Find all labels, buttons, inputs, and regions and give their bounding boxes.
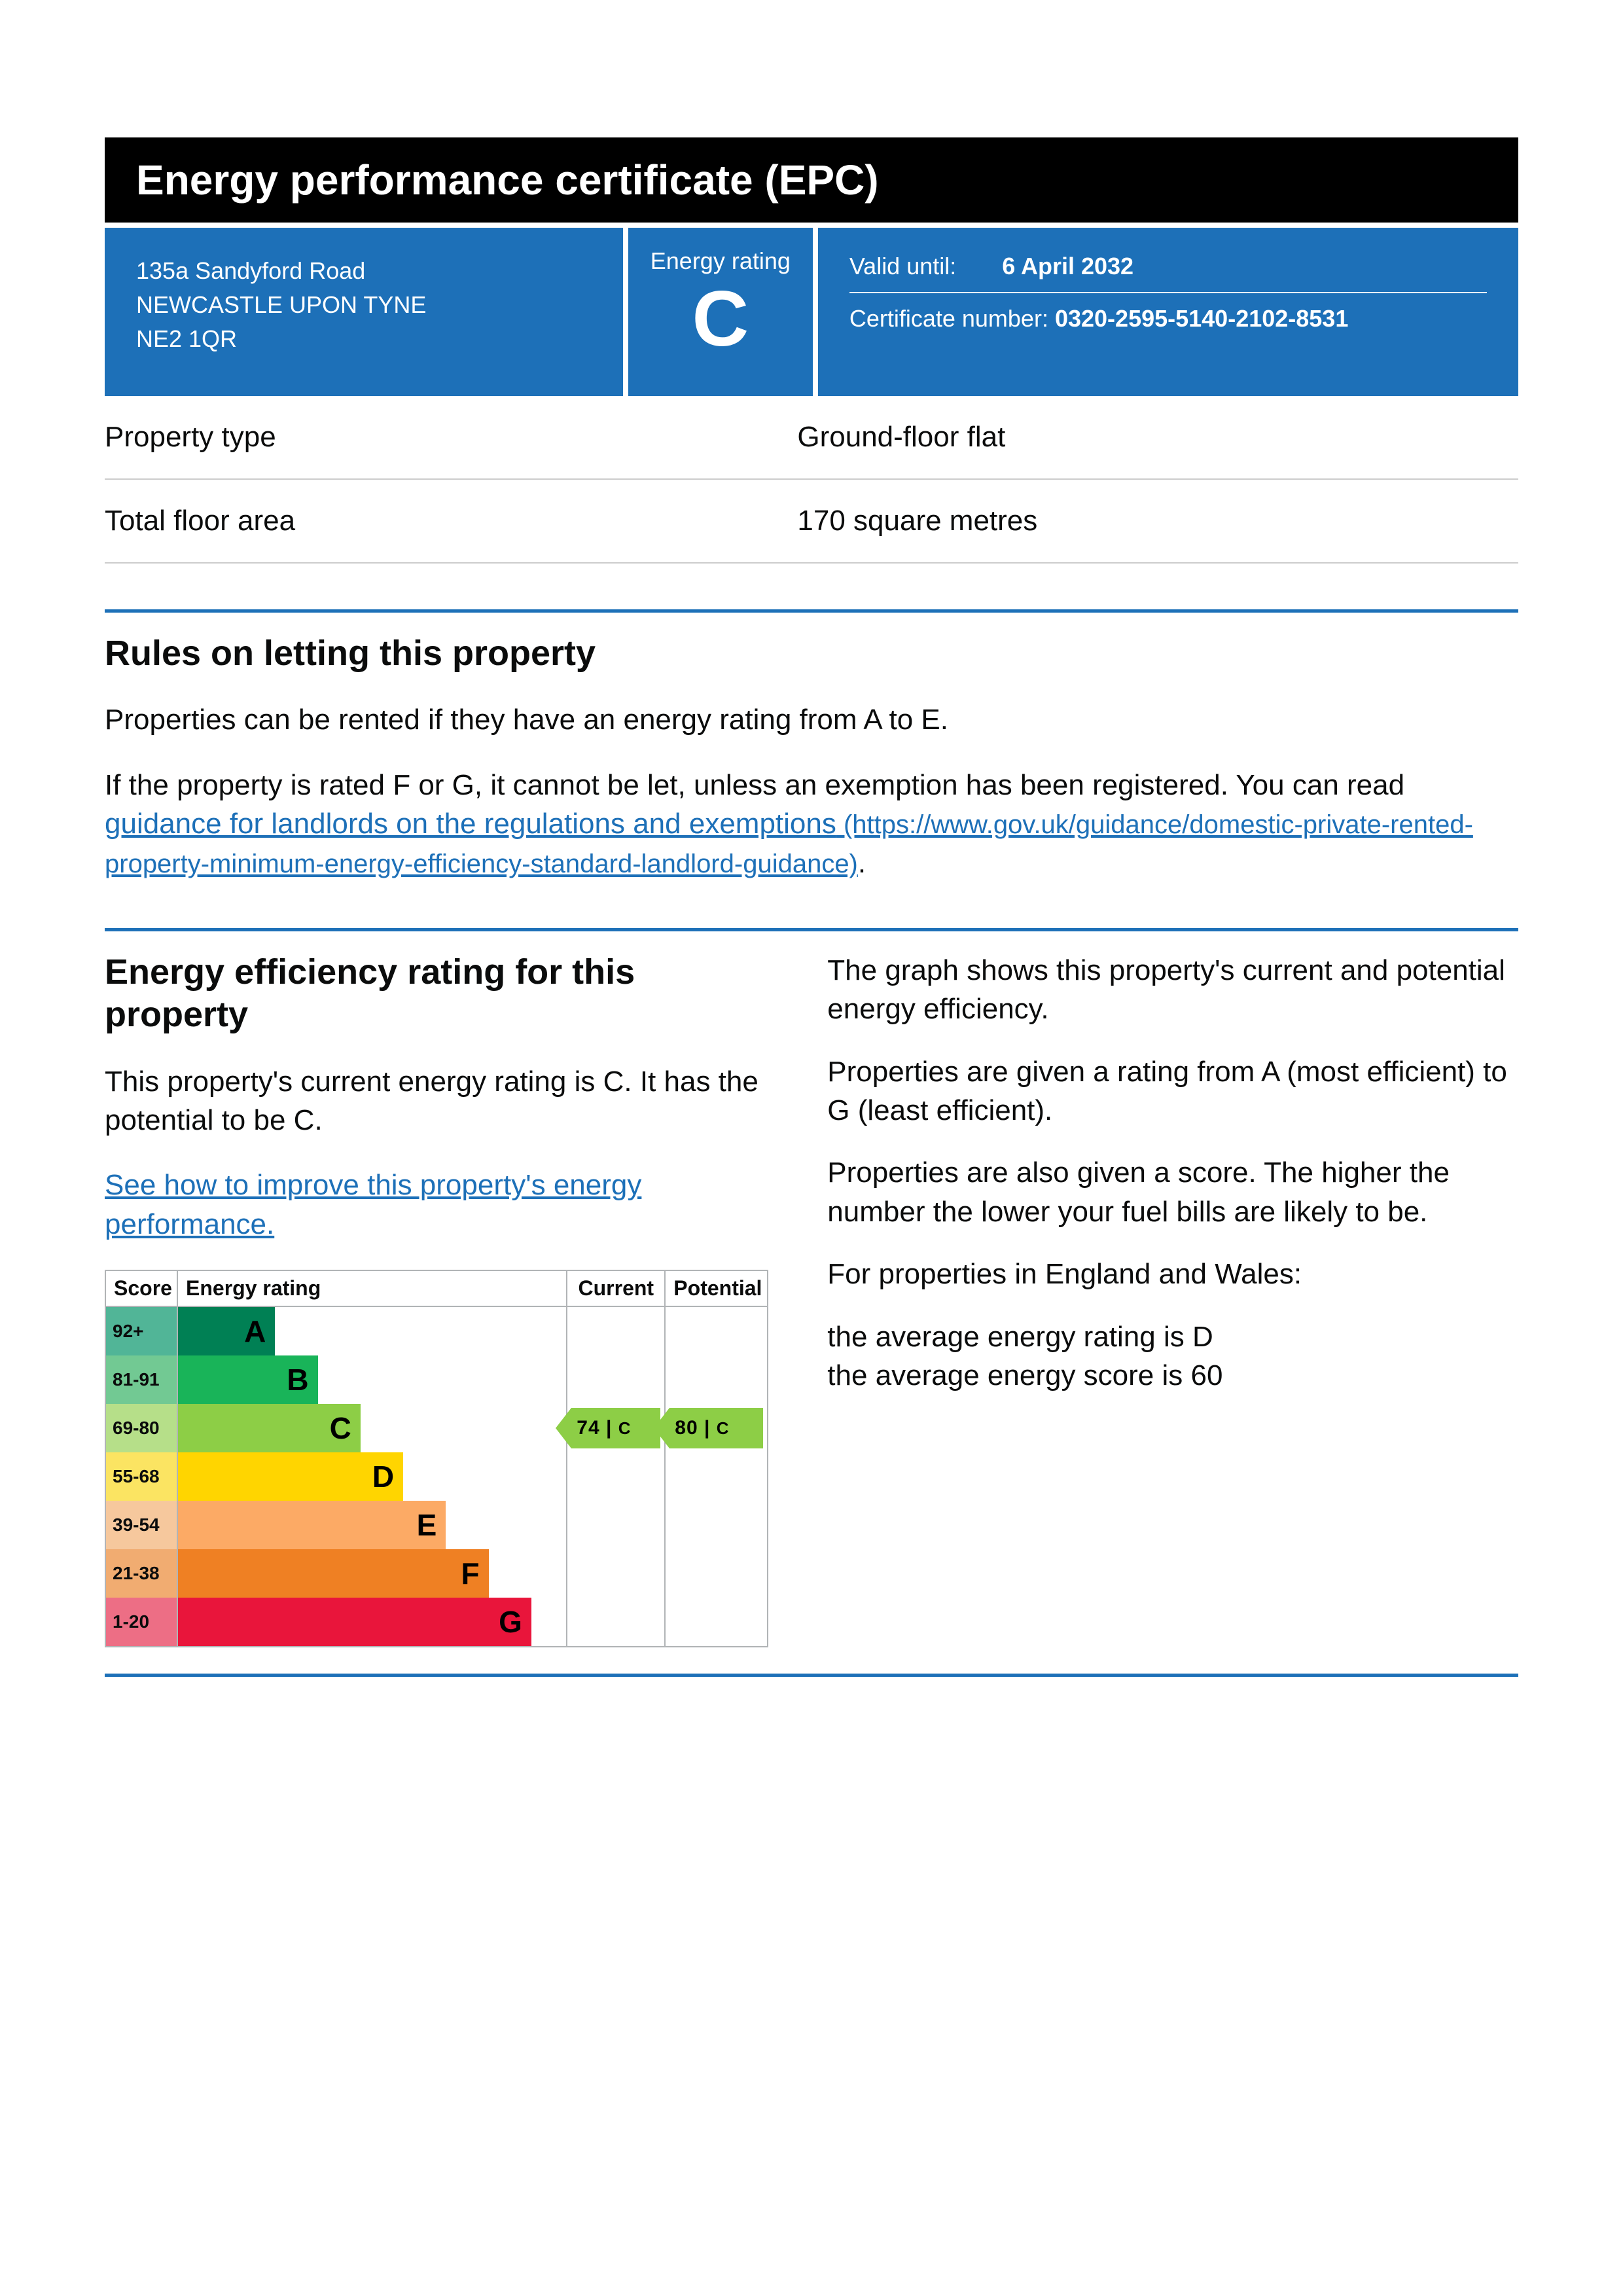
rating-bar-cell: A bbox=[178, 1307, 567, 1355]
score-label: 1-20 bbox=[106, 1598, 178, 1646]
letting-para2-pre: If the property is rated F or G, it cann… bbox=[105, 769, 1404, 801]
potential-cell bbox=[666, 1549, 767, 1598]
score-label: 39-54 bbox=[106, 1501, 178, 1549]
rating-bar-e: E bbox=[178, 1501, 446, 1549]
potential-pointer: 80 | C bbox=[669, 1408, 763, 1448]
certificate-meta: Valid until: 6 April 2032 Certificate nu… bbox=[818, 228, 1518, 396]
valid-until-label: Valid until: bbox=[849, 253, 956, 280]
rating-bar-cell: D bbox=[178, 1452, 567, 1501]
chart-header: Score Energy rating Current Potential bbox=[106, 1271, 767, 1307]
energy-rating-badge: Energy rating C bbox=[628, 228, 818, 396]
section-divider bbox=[105, 609, 1518, 613]
page-title: Energy performance certificate (EPC) bbox=[105, 137, 1518, 223]
section-divider bbox=[105, 1674, 1518, 1677]
rating-bar-cell: F bbox=[178, 1549, 567, 1598]
potential-cell bbox=[666, 1501, 767, 1549]
address-line2: NEWCASTLE UPON TYNE bbox=[136, 288, 592, 322]
chart-head-potential: Potential bbox=[666, 1271, 767, 1306]
current-cell bbox=[567, 1501, 666, 1549]
chart-row-c: 69-80C 74 | C80 | C bbox=[106, 1404, 767, 1452]
current-cell bbox=[567, 1355, 666, 1404]
property-type-row: Property type Ground-floor flat bbox=[105, 396, 1518, 480]
efficiency-side-p5: the average energy rating is D the avera… bbox=[827, 1318, 1518, 1395]
rating-bar-cell: C bbox=[178, 1404, 567, 1452]
chart-head-rating: Energy rating bbox=[178, 1271, 567, 1306]
current-cell bbox=[567, 1549, 666, 1598]
chart-row-e: 39-54E bbox=[106, 1501, 767, 1549]
energy-rating-value: C bbox=[628, 278, 813, 360]
floor-area-value: 170 square metres bbox=[797, 505, 1518, 537]
property-type-label: Property type bbox=[105, 421, 797, 454]
efficiency-side-p4: For properties in England and Wales: bbox=[827, 1255, 1518, 1293]
header-summary: 135a Sandyford Road NEWCASTLE UPON TYNE … bbox=[105, 228, 1518, 396]
potential-cell bbox=[666, 1452, 767, 1501]
potential-cell bbox=[666, 1307, 767, 1355]
chart-row-g: 1-20G bbox=[106, 1598, 767, 1646]
address-line1: 135a Sandyford Road bbox=[136, 254, 592, 288]
rating-bar-f: F bbox=[178, 1549, 489, 1598]
floor-area-row: Total floor area 170 square metres bbox=[105, 480, 1518, 564]
letting-para2-post: . bbox=[858, 847, 866, 879]
chart-row-b: 81-91B bbox=[106, 1355, 767, 1404]
rating-bar-b: B bbox=[178, 1355, 318, 1404]
efficiency-side-p1: The graph shows this property's current … bbox=[827, 951, 1518, 1029]
cert-number-label: Certificate number: bbox=[849, 305, 1048, 332]
potential-cell: 80 | C bbox=[666, 1404, 767, 1452]
potential-cell bbox=[666, 1598, 767, 1646]
property-type-value: Ground-floor flat bbox=[797, 421, 1518, 454]
efficiency-side-p2: Properties are given a rating from A (mo… bbox=[827, 1052, 1518, 1130]
chart-body: 92+A81-91B69-80C74 | C80 | C55-68D39-54E… bbox=[106, 1307, 767, 1646]
letting-heading: Rules on letting this property bbox=[105, 632, 1518, 675]
chart-row-f: 21-38F bbox=[106, 1549, 767, 1598]
current-cell bbox=[567, 1598, 666, 1646]
current-cell bbox=[567, 1307, 666, 1355]
efficiency-side-p3: Properties are also given a score. The h… bbox=[827, 1153, 1518, 1231]
score-label: 69-80 bbox=[106, 1404, 178, 1452]
score-label: 81-91 bbox=[106, 1355, 178, 1404]
rating-bar-g: G bbox=[178, 1598, 531, 1646]
rating-bar-cell: G bbox=[178, 1598, 567, 1646]
score-label: 55-68 bbox=[106, 1452, 178, 1501]
rating-bar-d: D bbox=[178, 1452, 403, 1501]
current-pointer: 74 | C bbox=[571, 1408, 660, 1448]
improve-performance-link[interactable]: See how to improve this property's energ… bbox=[105, 1169, 641, 1240]
score-label: 92+ bbox=[106, 1307, 178, 1355]
current-cell: 74 | C bbox=[567, 1404, 666, 1452]
valid-until-value: 6 April 2032 bbox=[1002, 253, 1133, 280]
rating-bar-c: C bbox=[178, 1404, 361, 1452]
potential-cell bbox=[666, 1355, 767, 1404]
rating-bar-cell: E bbox=[178, 1501, 567, 1549]
letting-para1: Properties can be rented if they have an… bbox=[105, 700, 1518, 739]
floor-area-label: Total floor area bbox=[105, 505, 797, 537]
chart-row-a: 92+A bbox=[106, 1307, 767, 1355]
chart-row-d: 55-68D bbox=[106, 1452, 767, 1501]
energy-rating-label: Energy rating bbox=[628, 247, 813, 275]
address-block: 135a Sandyford Road NEWCASTLE UPON TYNE … bbox=[105, 228, 628, 396]
rating-bar-a: A bbox=[178, 1307, 275, 1355]
energy-rating-chart: Score Energy rating Current Potential 92… bbox=[105, 1270, 768, 1647]
rating-bar-cell: B bbox=[178, 1355, 567, 1404]
landlord-guidance-link[interactable]: guidance for landlords on the regulation… bbox=[105, 808, 1473, 878]
chart-head-current: Current bbox=[567, 1271, 666, 1306]
address-postcode: NE2 1QR bbox=[136, 322, 592, 356]
current-cell bbox=[567, 1452, 666, 1501]
score-label: 21-38 bbox=[106, 1549, 178, 1598]
chart-head-score: Score bbox=[106, 1271, 178, 1306]
efficiency-heading: Energy efficiency rating for this proper… bbox=[105, 951, 768, 1036]
letting-para2: If the property is rated F or G, it cann… bbox=[105, 766, 1518, 882]
efficiency-para1: This property's current energy rating is… bbox=[105, 1062, 768, 1140]
cert-number-value: 0320-2595-5140-2102-8531 bbox=[1055, 305, 1348, 332]
